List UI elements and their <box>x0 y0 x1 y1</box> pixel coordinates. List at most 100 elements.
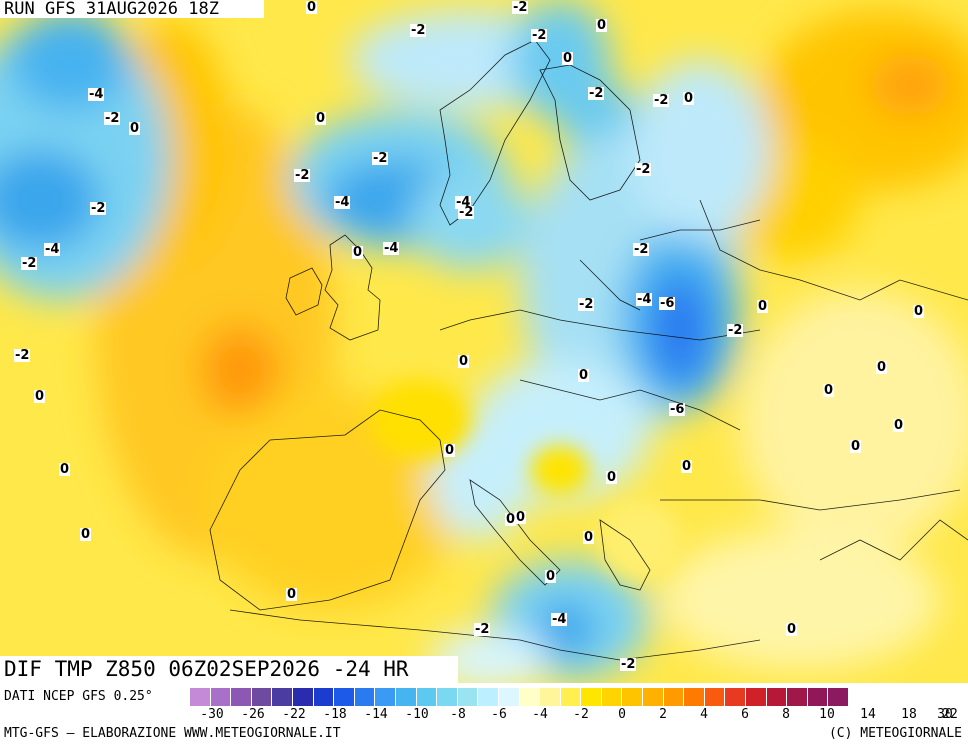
colorbar-tick-label: 8 <box>782 707 790 722</box>
contour-label: -2 <box>588 86 605 101</box>
contour-label: 0 <box>444 443 456 458</box>
contour-label: 0 <box>583 530 595 545</box>
contour-label: 0 <box>34 389 46 404</box>
colorbar-tick-label: -30 <box>200 707 224 722</box>
contour-label: -2 <box>458 205 475 220</box>
colorbar-swatch <box>210 688 232 706</box>
contour-label: 0 <box>505 512 517 527</box>
colorbar-swatch <box>560 688 582 706</box>
colorbar-tick-label: -18 <box>323 707 347 722</box>
colorbar-swatch <box>334 688 355 706</box>
contour-label: 0 <box>545 569 557 584</box>
colorbar-swatch <box>725 688 747 706</box>
colorbar-tick-label: 2 <box>659 707 667 722</box>
colorbar-swatch <box>807 688 829 706</box>
colorbar-swatch <box>828 688 849 706</box>
contour-label: -4 <box>44 242 61 257</box>
map-title: DIF TMP Z850 06Z02SEP2026 -24 HR <box>0 656 458 683</box>
colorbar-tick-label: -8 <box>450 707 466 722</box>
contour-label: 0 <box>80 527 92 542</box>
colorbar-swatch <box>581 688 602 706</box>
colorbar <box>190 688 849 706</box>
contour-label: -2 <box>104 111 121 126</box>
colorbar-swatch <box>540 688 561 706</box>
contour-label: -2 <box>512 0 529 15</box>
colorbar-tick-label: -6 <box>491 707 507 722</box>
credit-left: MTG-GFS – ELABORAZIONE WWW.METEOGIORNALE… <box>4 726 341 741</box>
contour-label: 0 <box>352 245 364 260</box>
contour-label: -2 <box>653 93 670 108</box>
contour-label: 0 <box>562 51 574 66</box>
colorbar-swatch <box>622 688 644 706</box>
contour-label: -4 <box>383 241 400 256</box>
colorbar-swatch <box>643 688 664 706</box>
contour-label: 0 <box>683 91 695 106</box>
colorbar-tick-label: -2 <box>573 707 589 722</box>
colorbar-swatch <box>663 688 685 706</box>
contour-label: 0 <box>515 510 527 525</box>
contour-label: 0 <box>913 304 925 319</box>
contour-label: -4 <box>334 195 351 210</box>
contour-label: -4 <box>455 195 472 210</box>
colorbar-swatch <box>787 688 808 706</box>
colorbar-swatch <box>498 688 520 706</box>
colorbar-swatch <box>292 688 314 706</box>
contour-label: -4 <box>636 292 653 307</box>
colorbar-tick-label: 4 <box>700 707 708 722</box>
contour-label: 0 <box>786 622 798 637</box>
colorbar-tick-label: 18 <box>901 707 917 722</box>
contour-label: 0 <box>129 121 141 136</box>
colorbar-tick-label: -10 <box>405 707 429 722</box>
colorbar-tick-label: -26 <box>241 707 265 722</box>
contour-label: 0 <box>306 0 318 15</box>
contour-label: -2 <box>372 151 389 166</box>
contour-label: 0 <box>850 439 862 454</box>
contour-label: 0 <box>596 18 608 33</box>
contour-label: -2 <box>21 256 38 271</box>
contour-label: 0 <box>823 383 835 398</box>
colorbar-swatch <box>354 688 376 706</box>
colorbar-swatch <box>457 688 479 706</box>
colorbar-ticks: -30 -26 -22 -18 -14 -10 -8 -6 -4 -2 0 2 4 6 8 10 14 18 22 3… <box>190 707 968 723</box>
colorbar-swatch <box>519 688 541 706</box>
colorbar-swatch <box>395 688 417 706</box>
contour-label: -2 <box>633 242 650 257</box>
colorbar-swatch <box>231 688 252 706</box>
contour-label: 0 <box>681 459 693 474</box>
colorbar-swatch <box>601 688 623 706</box>
contour-label: 0 <box>59 462 71 477</box>
contour-label: -6 <box>659 296 676 311</box>
colorbar-tick-label: -4 <box>532 707 548 722</box>
contour-label: -2 <box>294 168 311 183</box>
contour-label: -2 <box>410 23 427 38</box>
contour-label: 0 <box>757 299 769 314</box>
contour-label: -6 <box>669 402 686 417</box>
contour-label: -4 <box>551 612 568 627</box>
colorbar-swatch <box>478 688 499 706</box>
credit-right: (C) METEOGIORNALE <box>828 726 962 741</box>
colorbar-swatch <box>313 688 335 706</box>
data-source: DATI NCEP GFS 0.25° <box>4 689 153 704</box>
colorbar-swatch <box>375 688 396 706</box>
contour-label: 0 <box>876 360 888 375</box>
colorbar-tick-label: -22 <box>282 707 306 722</box>
contour-label: -2 <box>531 28 548 43</box>
colorbar-tick-label: 10 <box>819 707 835 722</box>
contour-label: -2 <box>620 657 637 672</box>
colorbar-swatch <box>766 688 788 706</box>
colorbar-swatch <box>416 688 438 706</box>
colorbar-swatch <box>272 688 293 706</box>
contour-label: 0 <box>606 470 618 485</box>
colorbar-tick-label: 22 <box>942 707 958 722</box>
contour-label: 0 <box>286 587 298 602</box>
colorbar-swatch <box>190 688 211 706</box>
contour-label: -2 <box>474 622 491 637</box>
contour-label: -2 <box>727 323 744 338</box>
contour-label: 0 <box>315 111 327 126</box>
colorbar-swatch <box>704 688 726 706</box>
colorbar-swatch <box>251 688 273 706</box>
temperature-anomaly-map <box>0 0 968 683</box>
colorbar-tick-label: 0 <box>618 707 626 722</box>
colorbar-tick-label: -14 <box>364 707 388 722</box>
colorbar-tick-label: 14 <box>860 707 876 722</box>
